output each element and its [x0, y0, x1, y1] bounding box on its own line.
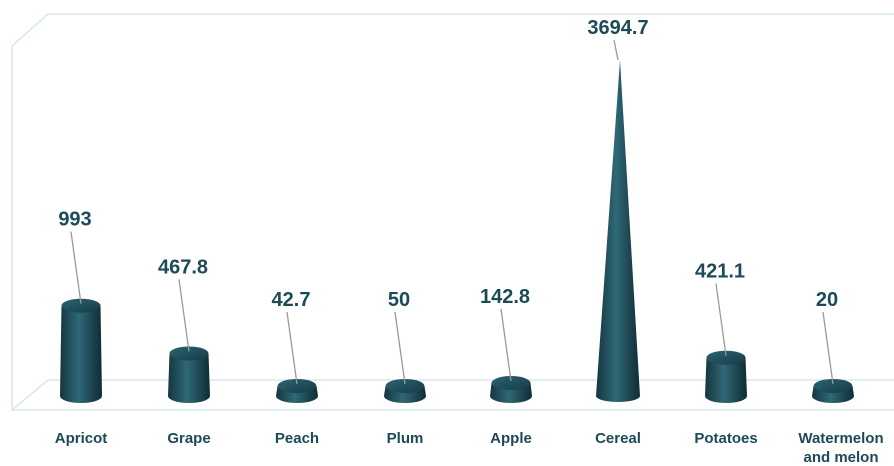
tick-label-plum: Plum — [387, 430, 424, 447]
bar-peach — [276, 379, 318, 403]
data-label-apricot: 993 — [58, 209, 91, 231]
tick-label-apple: Apple — [490, 430, 532, 447]
bar-plum — [384, 379, 426, 403]
value-labels-group: 993 467.8 42.7 50 142.8 3694.7 421.1 20 — [58, 17, 838, 385]
tick-label-peach: Peach — [275, 430, 319, 447]
bar-apricot — [60, 298, 102, 403]
bars-group — [60, 60, 854, 403]
category-labels-group: Apricot Grape Peach Plum Apple Cereal Potatoes… — [55, 430, 884, 466]
leader-line-plum — [394, 311, 406, 385]
data-label-plum: 50 — [388, 289, 410, 311]
leader-line-potatoes — [715, 283, 727, 356]
bar-cereal — [596, 60, 640, 402]
bar-apple — [490, 376, 532, 403]
leader-line-apricot — [70, 231, 82, 304]
bar-potatoes — [705, 350, 747, 403]
bar-watermelon-and-melon — [812, 379, 854, 403]
tick-label-apricot: Apricot — [55, 430, 108, 447]
bar-grape — [168, 346, 210, 403]
plot-frame — [11, 13, 894, 412]
leader-line-apple — [500, 308, 512, 382]
left-wall — [11, 13, 49, 412]
data-label-apple: 142.8 — [480, 286, 530, 308]
tick-label-cereal: Cereal — [595, 430, 641, 447]
leader-line-peach — [286, 311, 298, 385]
data-label-watermelon-and-melon: 20 — [816, 289, 838, 311]
leader-line-cereal — [613, 39, 619, 61]
data-label-potatoes: 421.1 — [695, 261, 745, 283]
tick-label-grape: Grape — [167, 430, 210, 447]
data-label-grape: 467.8 — [158, 256, 208, 278]
tick-label-watermelon-and-melon: Watermelon and melon — [798, 430, 883, 466]
leader-line-grape — [178, 279, 190, 352]
leader-line-watermelon-and-melon — [822, 311, 834, 385]
tick-label-potatoes: Potatoes — [694, 430, 757, 447]
data-label-peach: 42.7 — [272, 289, 311, 311]
data-label-cereal: 3694.7 — [587, 17, 648, 39]
